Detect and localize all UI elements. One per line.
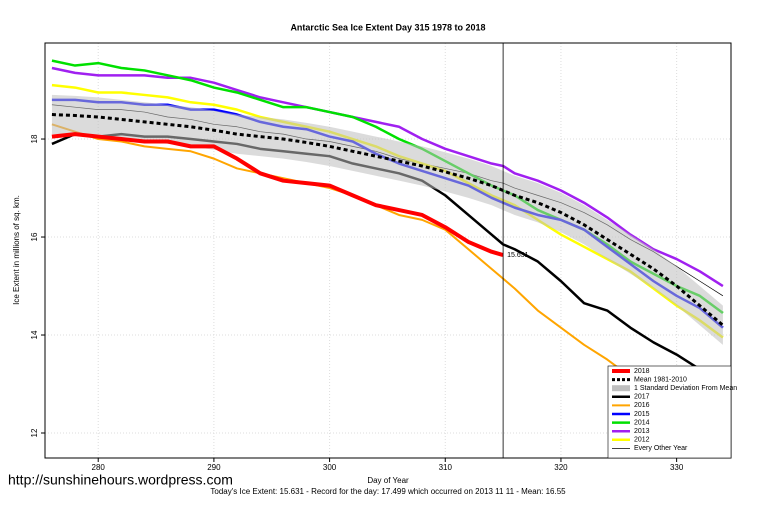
x-axis-label: Day of Year (367, 476, 409, 485)
series-line (51, 132, 504, 258)
legend-label: Every Other Year (634, 445, 688, 452)
y-tick-label: 12 (30, 428, 39, 437)
footnote: Today's Ice Extent: 15.631 - Record for … (210, 487, 566, 496)
legend-label: 1 Standard Deviation From Mean (634, 385, 737, 392)
series-line (51, 66, 724, 288)
legend-label: Mean 1981-2010 (634, 376, 687, 383)
x-tick-label: 280 (92, 463, 106, 472)
x-tick-label: 290 (207, 463, 221, 472)
watermark: http://sunshinehours.wordpress.com (8, 472, 233, 488)
y-tick-label: 18 (30, 134, 39, 143)
legend-box (607, 365, 732, 459)
x-tick-label: 330 (670, 463, 684, 472)
series-line (51, 123, 724, 442)
x-tick-label: 300 (323, 463, 337, 472)
chart-title: Antarctic Sea Ice Extent Day 315 1978 to… (290, 22, 485, 32)
legend-label: 2018 (634, 368, 650, 375)
legend-label: 2017 (634, 394, 650, 401)
legend-label: 2015 (634, 411, 650, 418)
end-label: 15.631 (507, 252, 529, 259)
plot-frame (44, 42, 732, 459)
legend-label: 2016 (634, 402, 650, 409)
legend-label: 2012 (634, 437, 650, 444)
legend-swatch (612, 385, 630, 392)
x-tick-label: 320 (554, 463, 568, 472)
series-line (51, 113, 724, 327)
y-tick-label: 16 (30, 232, 39, 241)
y-axis-label: Ice Extent in millions of sq. km. (12, 195, 21, 305)
x-tick-label: 310 (439, 463, 453, 472)
legend-label: 2014 (634, 419, 650, 426)
sd-band (51, 94, 723, 345)
y-tick-label: 14 (30, 330, 39, 339)
legend-label: 2013 (634, 428, 650, 435)
